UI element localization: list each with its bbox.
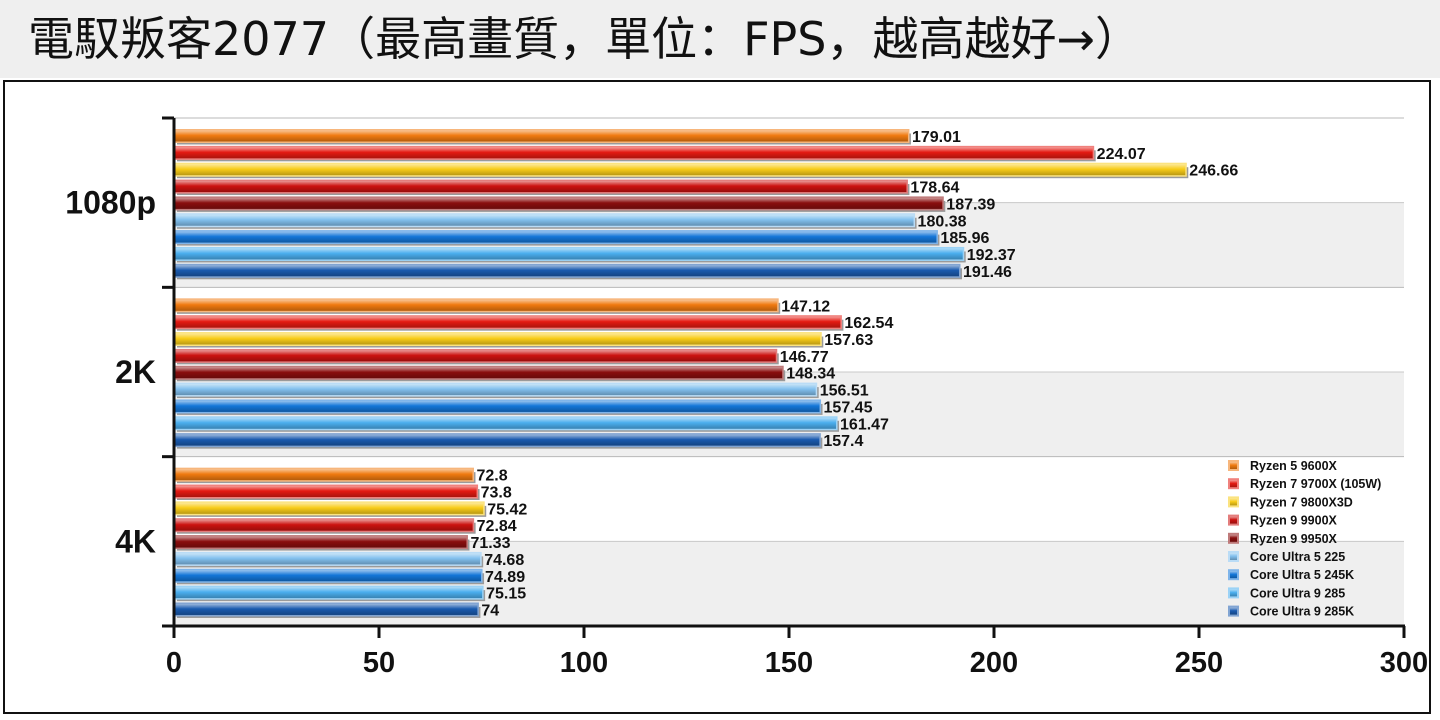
bar-1080p-core-ultra-9-285k: [174, 265, 959, 277]
bar-4k-core-ultra-5-245k: [174, 570, 482, 582]
value-label-1080p-core-ultra-5-245k: 185.96: [940, 230, 989, 247]
value-label-2k-core-ultra-5-245k: 157.45: [824, 399, 873, 416]
x-tick-label-250: 250: [1175, 647, 1223, 679]
legend-swatch-core-ultra-9-285: [1230, 589, 1237, 597]
value-label-4k-core-ultra-5-225: 74.68: [484, 552, 524, 569]
legend-label-core-ultra-9-285: Core Ultra 9 285: [1250, 586, 1345, 600]
value-label-4k-ryzen-9-9900x: 72.84: [477, 518, 517, 535]
value-label-1080p-ryzen-7-9700x-105w: 224.07: [1097, 146, 1146, 163]
value-label-1080p-ryzen-9-9950x: 187.39: [946, 196, 995, 213]
legend-label-ryzen-7-9700x-105w: Ryzen 7 9700X (105W): [1250, 477, 1381, 491]
bar-4k-ryzen-9-9950x: [174, 536, 467, 548]
bar-2k-ryzen-7-9800x3d: [174, 333, 821, 345]
x-tick-label-300: 300: [1380, 647, 1428, 679]
bar-2k-ryzen-9-9900x: [174, 350, 776, 362]
bar-4k-ryzen-7-9800x3d: [174, 502, 484, 514]
value-label-1080p-ryzen-9-9900x: 178.64: [910, 180, 959, 197]
bar-1080p-core-ultra-5-245k: [174, 231, 937, 243]
page-title: 電馭叛客2077（最高畫質，單位：FPS，越高越好→）: [28, 12, 1142, 66]
value-label-2k-ryzen-9-9950x: 148.34: [786, 366, 835, 383]
bar-2k-ryzen-5-9600x: [174, 299, 778, 311]
title-bar: 電馭叛客2077（最高畫質，單位：FPS，越高越好→）: [0, 0, 1440, 78]
legend-swatch-ryzen-5-9600x: [1230, 462, 1237, 469]
value-label-4k-ryzen-5-9600x: 72.8: [476, 468, 507, 485]
legend-label-core-ultra-5-225: Core Ultra 5 225: [1250, 550, 1345, 564]
legend-label-core-ultra-9-285k: Core Ultra 9 285K: [1250, 605, 1354, 619]
bar-4k-ryzen-5-9600x: [174, 469, 473, 481]
legend-label-ryzen-9-9900x: Ryzen 9 9900X: [1250, 514, 1338, 528]
value-label-4k-ryzen-7-9800x3d: 75.42: [487, 501, 527, 518]
value-label-4k-core-ultra-5-245k: 74.89: [485, 569, 525, 586]
bar-1080p-ryzen-7-9800x3d: [174, 164, 1186, 176]
bar-1080p-ryzen-9-9900x: [174, 181, 907, 193]
legend-swatch-core-ultra-9-285k: [1230, 607, 1237, 615]
value-label-1080p-ryzen-5-9600x: 179.01: [912, 129, 961, 146]
value-label-2k-ryzen-7-9700x-105w: 162.54: [844, 315, 893, 332]
value-label-2k-core-ultra-9-285k: 157.4: [823, 433, 863, 450]
value-label-4k-core-ultra-9-285: 75.15: [486, 586, 526, 603]
legend-layer: Ryzen 5 9600X Ryzen 7 9700X (105W) Ryzen 7…: [1228, 459, 1381, 619]
value-label-1080p-core-ultra-9-285: 192.37: [967, 247, 1016, 264]
bar-4k-ryzen-7-9700x-105w: [174, 486, 477, 498]
bar-1080p-core-ultra-9-285: [174, 248, 963, 260]
legend-swatch-ryzen-7-9700x-105w: [1230, 480, 1237, 488]
category-label-2k: 2K: [115, 354, 156, 390]
legend-label-core-ultra-5-245k: Core Ultra 5 245K: [1250, 568, 1354, 582]
legend-swatch-core-ultra-5-225: [1230, 553, 1237, 560]
bar-4k-core-ultra-9-285: [174, 587, 483, 599]
bar-2k-core-ultra-9-285: [174, 417, 837, 429]
bar-2k-core-ultra-9-285k: [174, 434, 820, 446]
bar-2k-core-ultra-5-245k: [174, 400, 820, 412]
value-label-1080p-ryzen-7-9800x3d: 246.66: [1189, 163, 1238, 180]
category-label-1080p: 1080p: [65, 185, 156, 221]
legend-swatch-ryzen-7-9800x3d: [1230, 498, 1237, 506]
bar-2k-ryzen-9-9950x: [174, 367, 783, 379]
axis-layer: 1080p 2K 4K 0 50 100 150 200 250 300: [65, 116, 1428, 679]
legend-swatch-core-ultra-5-245k: [1230, 571, 1237, 579]
legend-label-ryzen-7-9800x3d: Ryzen 7 9800X3D: [1250, 495, 1353, 509]
legend-label-ryzen-5-9600x: Ryzen 5 9600X: [1250, 459, 1338, 473]
x-tick-label-200: 200: [970, 647, 1018, 679]
bar-2k-ryzen-7-9700x-105w: [174, 316, 841, 328]
value-label-4k-ryzen-7-9700x-105w: 73.8: [481, 485, 512, 502]
bar-4k-core-ultra-9-285k: [174, 603, 478, 615]
x-tick-label-100: 100: [560, 647, 608, 679]
value-label-2k-core-ultra-9-285: 161.47: [840, 416, 889, 433]
legend-swatch-ryzen-9-9900x: [1230, 516, 1237, 524]
value-label-4k-core-ultra-9-285k: 74: [481, 602, 499, 619]
value-label-2k-ryzen-9-9900x: 146.77: [780, 349, 829, 366]
value-label-1080p-core-ultra-9-285k: 191.46: [963, 264, 1012, 281]
legend-label-ryzen-9-9950x: Ryzen 9 9950X: [1250, 532, 1338, 546]
bar-1080p-ryzen-9-9950x: [174, 197, 943, 209]
bar-1080p-core-ultra-5-225: [174, 214, 914, 226]
bar-4k-core-ultra-5-225: [174, 553, 481, 565]
value-label-2k-core-ultra-5-225: 156.51: [820, 383, 869, 400]
value-label-2k-ryzen-5-9600x: 147.12: [781, 298, 830, 315]
bar-1080p-ryzen-5-9600x: [174, 130, 908, 142]
bar-2k-core-ultra-5-225: [174, 384, 816, 396]
value-label-1080p-core-ultra-5-225: 180.38: [918, 213, 967, 230]
x-tick-label-50: 50: [363, 647, 395, 679]
x-tick-label-150: 150: [765, 647, 813, 679]
value-label-4k-ryzen-9-9950x: 71.33: [470, 535, 510, 552]
legend-swatch-ryzen-9-9950x: [1230, 534, 1237, 542]
value-label-2k-ryzen-7-9800x3d: 157.63: [824, 332, 873, 349]
bar-1080p-ryzen-7-9700x-105w: [174, 147, 1093, 159]
x-tick-label-0: 0: [166, 647, 182, 679]
bars-layer: 179.01 224.07 246.66 178.64187.39180.38185.…: [174, 129, 1238, 619]
category-label-4k: 4K: [115, 523, 156, 559]
bar-4k-ryzen-9-9900x: [174, 519, 473, 531]
